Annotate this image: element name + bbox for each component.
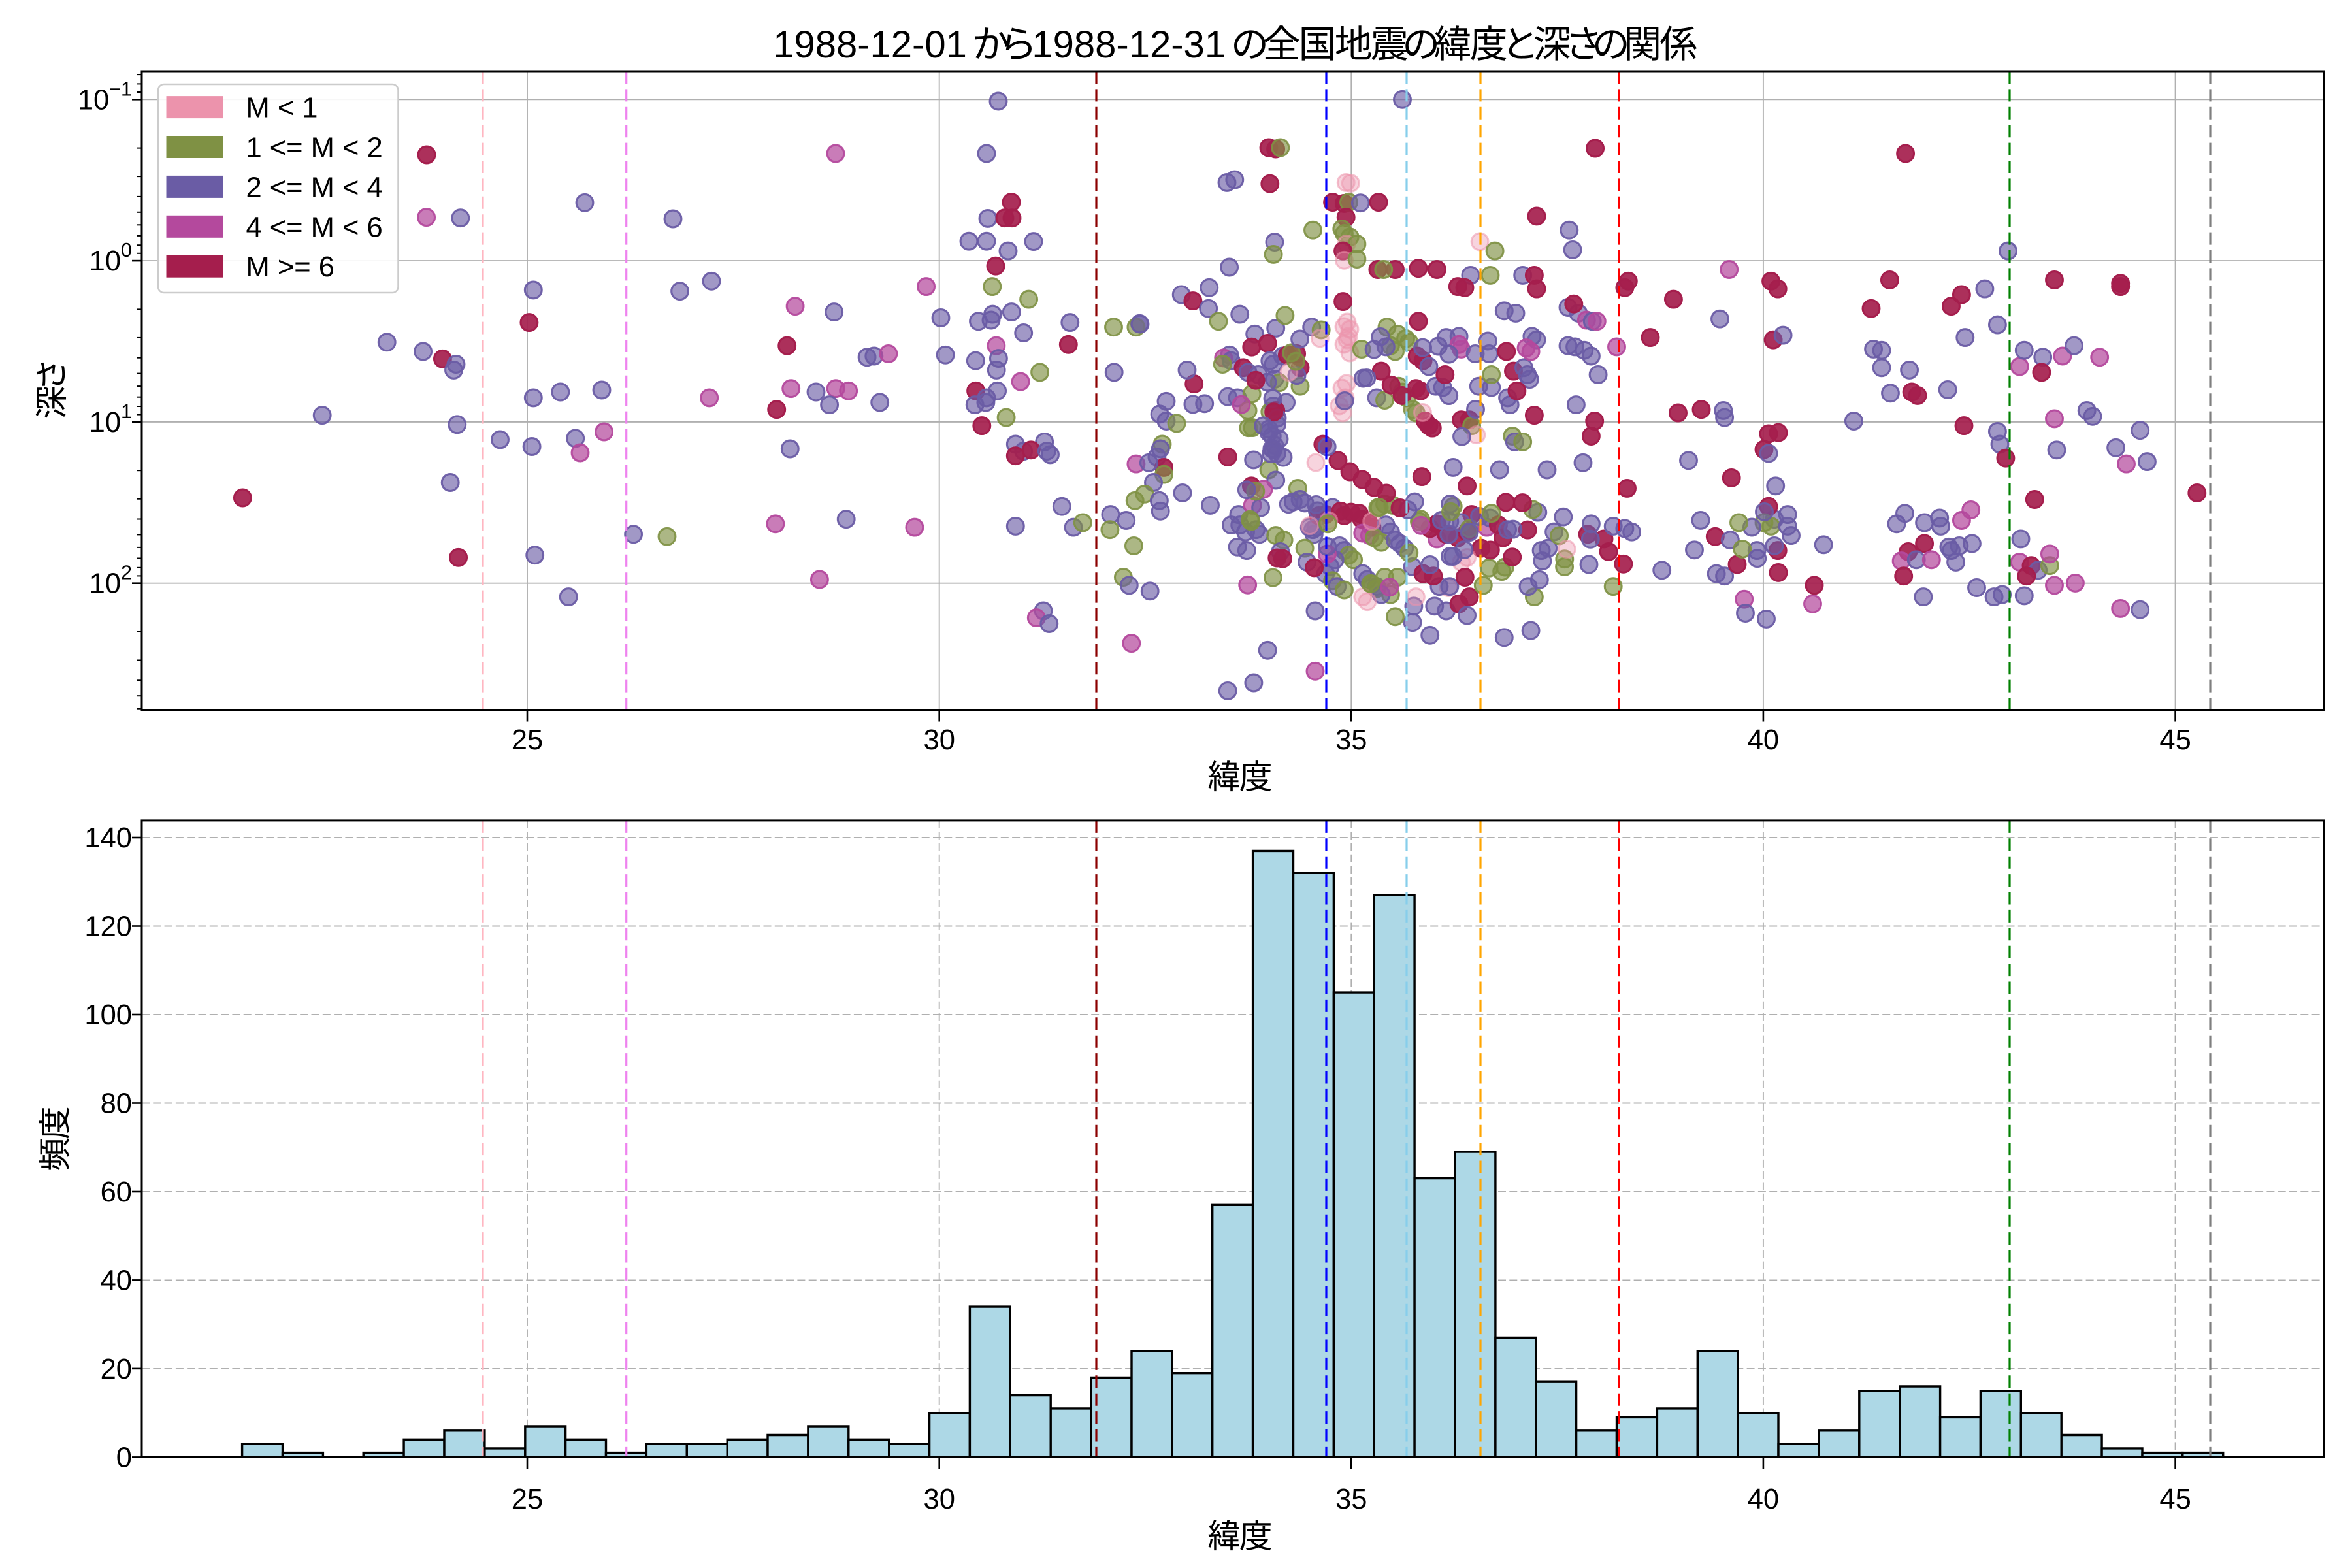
svg-text:102: 102: [90, 562, 132, 600]
svg-text:25: 25: [512, 1484, 543, 1515]
svg-text:100: 100: [84, 1000, 132, 1031]
svg-text:45: 45: [2159, 725, 2191, 756]
svg-text:30: 30: [924, 725, 955, 756]
svg-text:M >= 6: M >= 6: [246, 252, 335, 283]
svg-text:60: 60: [101, 1177, 132, 1208]
svg-text:35: 35: [1335, 725, 1367, 756]
svg-text:140: 140: [84, 823, 132, 854]
svg-text:80: 80: [101, 1088, 132, 1120]
svg-text:0: 0: [116, 1442, 132, 1473]
svg-text:40: 40: [1748, 725, 1779, 756]
svg-text:101: 101: [90, 400, 132, 438]
svg-text:30: 30: [924, 1484, 955, 1515]
svg-text:40: 40: [1748, 1484, 1779, 1515]
svg-text:2 <= M < 4: 2 <= M < 4: [246, 172, 383, 203]
svg-text:120: 120: [84, 911, 132, 943]
svg-text:40: 40: [101, 1265, 132, 1296]
svg-text:M < 1: M < 1: [246, 93, 318, 124]
svg-text:1 <= M < 2: 1 <= M < 2: [246, 133, 383, 164]
svg-text:1988-12-01: 1988-12-01: [773, 24, 967, 66]
svg-text:100: 100: [90, 239, 132, 277]
svg-text:4 <= M < 6: 4 <= M < 6: [246, 212, 383, 243]
svg-text:1988-12-31: 1988-12-31: [1032, 24, 1226, 66]
svg-text:10−1: 10−1: [78, 78, 132, 116]
svg-text:45: 45: [2159, 1484, 2191, 1515]
svg-text:35: 35: [1335, 1484, 1367, 1515]
svg-text:25: 25: [512, 725, 543, 756]
svg-text:20: 20: [101, 1354, 132, 1385]
